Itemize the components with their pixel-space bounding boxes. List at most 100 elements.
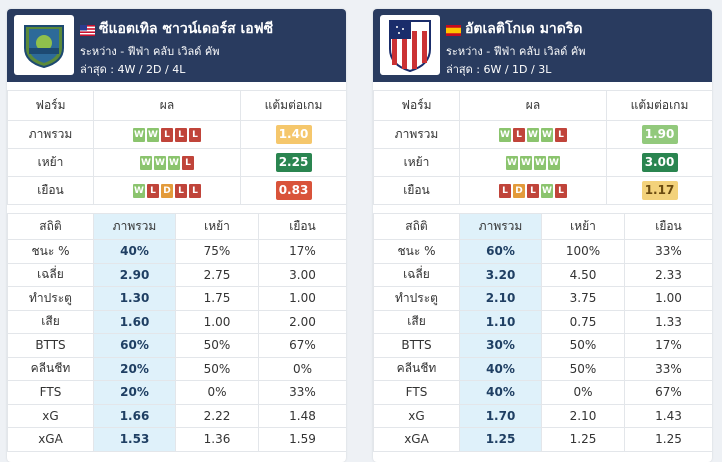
result-badge[interactable]: L [527,183,539,198]
form-row-label: เยือน [373,176,460,205]
stat-away: 1.00 [624,286,712,311]
team-name[interactable]: ซีแอตเทิล ซาวน์เดอร์ส เอฟซี [80,18,273,40]
stat-away: 1.00 [258,286,346,311]
stat-label: xGA [7,427,94,452]
result-badge[interactable]: W [548,155,560,170]
result-badge[interactable]: W [168,155,180,170]
stat-home: 1.25 [541,427,625,452]
result-badge[interactable]: W [499,127,511,142]
stat-away: 1.25 [624,427,712,452]
team-header: อัตเลติโกเด มาดริด ระหว่าง - ฟีฟ่า คลับ … [373,9,712,82]
stat-overall: 1.60 [93,309,176,334]
stat-row-xga: xGA 1.25 1.25 1.25 [373,427,712,452]
result-badge[interactable]: L [175,183,187,198]
result-badge[interactable]: W [140,155,152,170]
stat-label: เฉลี่ย [7,262,94,287]
form-table: ฟอร์ม ผล แต้มต่อเกม ภาพรวม W W L L L 1.4… [7,90,346,205]
result-badge[interactable]: D [513,183,525,198]
stat-overall: 2.10 [459,286,542,311]
result-badge[interactable]: L [161,127,173,142]
stat-overall: 2.90 [93,262,176,287]
away-col-header: เยือน [258,213,346,240]
result-badge[interactable]: D [161,183,173,198]
ppg-badge: 3.00 [641,153,678,172]
stat-away: 1.59 [258,427,346,452]
result-badge[interactable]: W [506,155,518,170]
result-badge[interactable]: W [154,155,166,170]
result-badge[interactable]: W [534,155,546,170]
stat-overall: 60% [93,333,176,358]
team-record: ล่าสุด : 6W / 1D / 3L [446,63,552,76]
stat-label: xGA [373,427,460,452]
result-badge[interactable]: L [175,127,187,142]
stat-away: 1.43 [624,403,712,428]
team-record: ล่าสุด : 4W / 2D / 4L [80,63,186,76]
result-badge[interactable]: L [189,183,201,198]
stat-row-fts: FTS 20% 0% 33% [7,380,346,405]
stat-label: ทำประตู [7,286,94,311]
stat-home: 100% [541,239,625,264]
result-badge[interactable]: W [133,183,145,198]
result-badge[interactable]: L [555,183,567,198]
result-badge[interactable]: L [513,127,525,142]
stat-home: 0% [175,380,259,405]
ppg-cell: 0.83 [240,176,346,205]
overall-col-header: ภาพรวม [93,213,176,240]
usa-flag-icon [80,24,95,36]
ppg-cell: 2.25 [240,148,346,177]
stat-away: 67% [624,380,712,405]
stat-overall: 20% [93,380,176,405]
stat-row-xg: xG 1.66 2.22 1.48 [7,403,346,428]
team-card-atletico: อัตเลติโกเด มาดริด ระหว่าง - ฟีฟ่า คลับ … [373,9,712,462]
result-badge[interactable]: W [133,127,145,142]
result-badge[interactable]: W [147,127,159,142]
home-col-header: เหย้า [175,213,259,240]
stat-label: ชนะ % [7,239,94,264]
form-row-label: ภาพรวม [7,120,94,149]
result-badge[interactable]: W [541,183,553,198]
stat-row-scored: ทำประตู 1.30 1.75 1.00 [7,286,346,311]
stat-overall: 30% [459,333,542,358]
result-badge[interactable]: W [520,155,532,170]
form-header-row: ฟอร์ม ผล แต้มต่อเกม [7,90,346,121]
stat-home: 1.36 [175,427,259,452]
result-badge[interactable]: L [147,183,159,198]
ppg-cell: 1.90 [606,120,712,149]
stats-table: สถิติ ภาพรวม เหย้า เยือน ชนะ % 60% 100% … [373,213,712,452]
stat-home: 1.00 [175,309,259,334]
result-badge[interactable]: L [555,127,567,142]
stat-overall: 1.66 [93,403,176,428]
stat-row-xg: xG 1.70 2.10 1.43 [373,403,712,428]
form-row-label: เหย้า [7,148,94,177]
stat-label: ทำประตู [373,286,460,311]
form-row-away: เยือน W L D L L 0.83 [7,176,346,205]
stat-away: 33% [624,356,712,381]
result-badges: W L D L L [93,176,241,205]
stat-away: 17% [258,239,346,264]
result-badge[interactable]: L [189,127,201,142]
ppg-cell: 3.00 [606,148,712,177]
stats-table: สถิติ ภาพรวม เหย้า เยือน ชนะ % 40% 75% 1… [7,213,346,452]
ppg-cell: 1.40 [240,120,346,149]
result-badge[interactable]: W [527,127,539,142]
stat-row-win-pct: ชนะ % 40% 75% 17% [7,239,346,264]
home-col-header: เหย้า [541,213,625,240]
seattle-sounders-logo[interactable] [14,15,74,75]
stat-row-clean-sheet: คลีนชีท 40% 50% 33% [373,356,712,381]
stat-label: เสีย [373,309,460,334]
result-badge[interactable]: L [499,183,511,198]
team-name[interactable]: อัตเลติโกเด มาดริด [446,18,583,40]
stat-away: 33% [258,380,346,405]
result-col-header: ผล [459,90,607,121]
stat-row-fts: FTS 40% 0% 67% [373,380,712,405]
result-badge[interactable]: W [541,127,553,142]
team-header: ซีแอตเทิล ซาวน์เดอร์ส เอฟซี ระหว่าง - ฟี… [7,9,346,82]
stats-col-header: สถิติ [373,213,460,240]
result-badge[interactable]: L [182,155,194,170]
result-badges: W W W L [93,148,241,177]
ppg-badge: 2.25 [275,153,312,172]
atletico-madrid-logo[interactable] [380,15,440,75]
ppg-col-header: แต้มต่อเกม [240,90,346,121]
stats-col-header: สถิติ [7,213,94,240]
stat-label: ชนะ % [373,239,460,264]
